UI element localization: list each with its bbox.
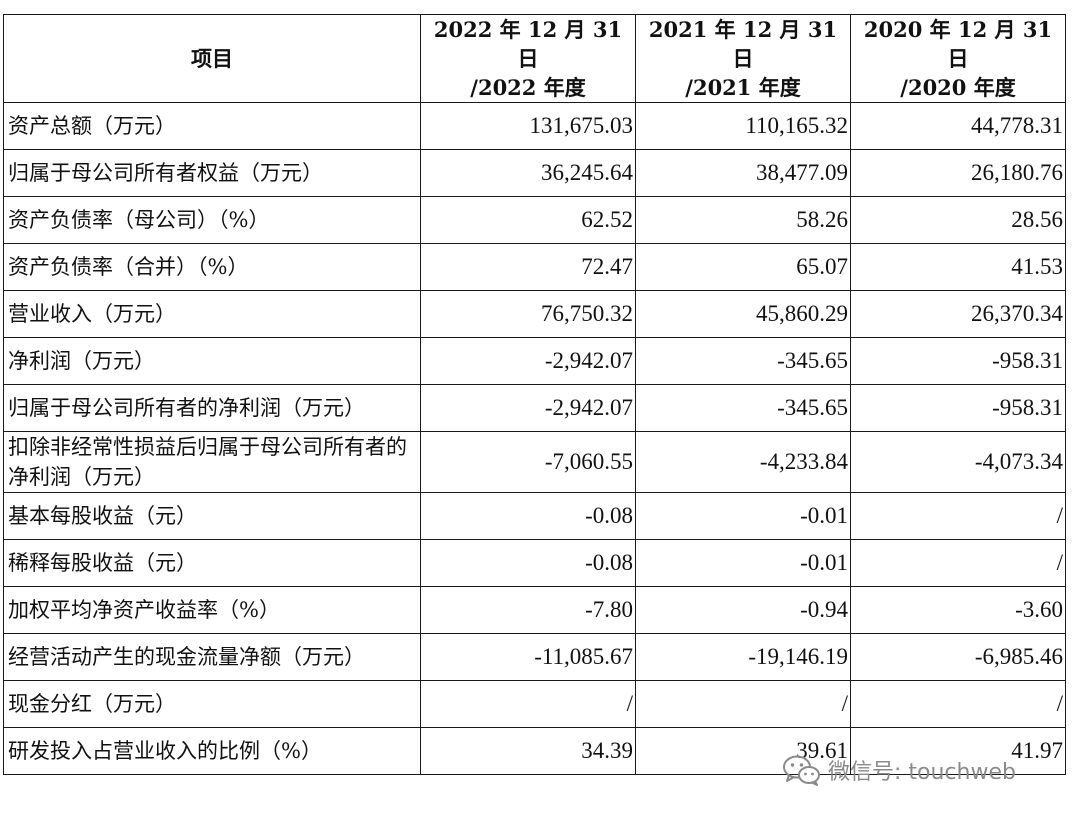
cell-2022: 131,675.03 xyxy=(420,102,636,150)
row-label: 资产负债率（母公司）（%） xyxy=(3,196,421,244)
cell-2022: 76,750.32 xyxy=(420,290,636,338)
cell-2022: / xyxy=(420,680,636,728)
cell-2020: 41.53 xyxy=(850,243,1066,291)
cell-2020: 26,180.76 xyxy=(850,149,1066,197)
header-2020: 2020 年 12 月 31 日 /2020 年度 xyxy=(850,14,1066,103)
row-label: 扣除非经常性损益后归属于母公司所有者的净利润（万元） xyxy=(3,431,421,493)
table-row: 资产负债率（母公司）（%） 62.52 58.26 28.56 xyxy=(3,196,1066,244)
row-label: 净利润（万元） xyxy=(3,337,421,385)
row-label: 归属于母公司所有者的净利润（万元） xyxy=(3,384,421,432)
header-2022-date: 2022 年 12 月 31 日 xyxy=(433,17,623,71)
cell-2020: / xyxy=(850,492,1066,540)
cell-2020: 28.56 xyxy=(850,196,1066,244)
cell-2021: -0.01 xyxy=(635,492,851,540)
cell-2022: -0.08 xyxy=(420,539,636,587)
cell-2021: -345.65 xyxy=(635,384,851,432)
cell-2020: -3.60 xyxy=(850,586,1066,634)
row-label: 稀释每股收益（元） xyxy=(3,539,421,587)
cell-2021: 39.61 xyxy=(635,727,851,775)
cell-2021: 65.07 xyxy=(635,243,851,291)
cell-2020: 26,370.34 xyxy=(850,290,1066,338)
header-item-label: 项目 xyxy=(191,46,233,71)
cell-2021: 38,477.09 xyxy=(635,149,851,197)
cell-2022: 72.47 xyxy=(420,243,636,291)
row-label: 归属于母公司所有者权益（万元） xyxy=(3,149,421,197)
table-row: 归属于母公司所有者权益（万元） 36,245.64 38,477.09 26,1… xyxy=(3,149,1066,197)
financial-table: 项目 2022 年 12 月 31 日 /2022 年度 2021 年 12 月… xyxy=(3,14,1066,775)
header-2020-date: 2020 年 12 月 31 日 xyxy=(863,17,1053,71)
cell-2021: 110,165.32 xyxy=(635,102,851,150)
cell-2022: -2,942.07 xyxy=(420,337,636,385)
cell-2020: -4,073.34 xyxy=(850,431,1066,493)
header-2022: 2022 年 12 月 31 日 /2022 年度 xyxy=(420,14,636,103)
table-row: 经营活动产生的现金流量净额（万元） -11,085.67 -19,146.19 … xyxy=(3,633,1066,681)
table-row: 归属于母公司所有者的净利润（万元） -2,942.07 -345.65 -958… xyxy=(3,384,1066,432)
cell-2022: 36,245.64 xyxy=(420,149,636,197)
cell-2022: 62.52 xyxy=(420,196,636,244)
cell-2021: 45,860.29 xyxy=(635,290,851,338)
table-row: 营业收入（万元） 76,750.32 45,860.29 26,370.34 xyxy=(3,290,1066,338)
cell-2022: 34.39 xyxy=(420,727,636,775)
table-row: 基本每股收益（元） -0.08 -0.01 / xyxy=(3,492,1066,540)
header-2020-year: /2020 年度 xyxy=(900,75,1016,100)
cell-2022: -11,085.67 xyxy=(420,633,636,681)
row-label: 资产负债率（合并）（%） xyxy=(3,243,421,291)
row-label: 加权平均净资产收益率（%） xyxy=(3,586,421,634)
table-row: 资产总额（万元） 131,675.03 110,165.32 44,778.31 xyxy=(3,102,1066,150)
header-item: 项目 xyxy=(3,14,421,103)
header-2021: 2021 年 12 月 31 日 /2021 年度 xyxy=(635,14,851,103)
cell-2020: / xyxy=(850,680,1066,728)
table-row: 稀释每股收益（元） -0.08 -0.01 / xyxy=(3,539,1066,587)
cell-2021: -0.94 xyxy=(635,586,851,634)
cell-2022: -2,942.07 xyxy=(420,384,636,432)
table-row: 净利润（万元） -2,942.07 -345.65 -958.31 xyxy=(3,337,1066,385)
cell-2021: 58.26 xyxy=(635,196,851,244)
table-row: 研发投入占营业收入的比例（%） 34.39 39.61 41.97 xyxy=(3,727,1066,775)
header-2021-year: /2021 年度 xyxy=(685,75,801,100)
watermark: 微信号: touchweb xyxy=(782,754,1016,786)
row-label: 基本每股收益（元） xyxy=(3,492,421,540)
watermark-text: 微信号: touchweb xyxy=(828,760,1016,785)
cell-2021: -345.65 xyxy=(635,337,851,385)
cell-2021: -19,146.19 xyxy=(635,633,851,681)
header-2021-date: 2021 年 12 月 31 日 xyxy=(648,17,838,71)
cell-2022: -7,060.55 xyxy=(420,431,636,493)
row-label: 营业收入（万元） xyxy=(3,290,421,338)
cell-2022: -0.08 xyxy=(420,492,636,540)
row-label: 现金分红（万元） xyxy=(3,680,421,728)
table-row: 现金分红（万元） / / / xyxy=(3,680,1066,728)
table-row: 扣除非经常性损益后归属于母公司所有者的净利润（万元） -7,060.55 -4,… xyxy=(3,431,1066,493)
wechat-icon xyxy=(783,755,820,786)
cell-2022: -7.80 xyxy=(420,586,636,634)
row-label: 经营活动产生的现金流量净额（万元） xyxy=(3,633,421,681)
cell-2021: -0.01 xyxy=(635,539,851,587)
cell-2020: -958.31 xyxy=(850,384,1066,432)
cell-2020: -6,985.46 xyxy=(850,633,1066,681)
table-row: 资产负债率（合并）（%） 72.47 65.07 41.53 xyxy=(3,243,1066,291)
header-row: 项目 2022 年 12 月 31 日 /2022 年度 2021 年 12 月… xyxy=(3,14,1066,103)
row-label: 研发投入占营业收入的比例（%） xyxy=(3,727,421,775)
header-2022-year: /2022 年度 xyxy=(470,75,586,100)
cell-2021: / xyxy=(635,680,851,728)
cell-2020: -958.31 xyxy=(850,337,1066,385)
row-label: 资产总额（万元） xyxy=(3,102,421,150)
cell-2020: 41.97 xyxy=(850,727,1066,775)
table-row: 加权平均净资产收益率（%） -7.80 -0.94 -3.60 xyxy=(3,586,1066,634)
cell-2020: / xyxy=(850,539,1066,587)
cell-2021: -4,233.84 xyxy=(635,431,851,493)
cell-2020: 44,778.31 xyxy=(850,102,1066,150)
